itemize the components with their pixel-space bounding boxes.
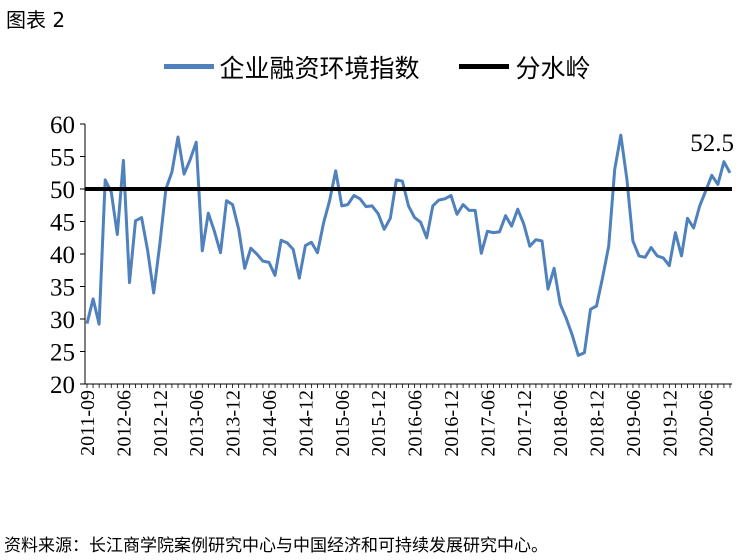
legend-item-index: 企业融资环境指数 bbox=[163, 49, 420, 85]
y-tick-label: 20 bbox=[50, 372, 75, 399]
x-tick-label: 2013-06 bbox=[186, 390, 208, 457]
figure-label: 图表 2 bbox=[6, 8, 66, 32]
x-tick-label: 2014-12 bbox=[295, 390, 317, 457]
x-tick-label: 2015-06 bbox=[332, 390, 354, 457]
x-tick-label: 2020-06 bbox=[696, 390, 718, 457]
y-tick-label: 55 bbox=[50, 145, 75, 172]
legend-label-index: 企业融资环境指数 bbox=[219, 53, 420, 83]
x-tick-label: 2015-12 bbox=[368, 390, 390, 457]
chart-legend: 企业融资环境指数 分水岭 bbox=[0, 46, 754, 85]
y-tick-label: 30 bbox=[50, 307, 75, 334]
x-tick-label: 2019-12 bbox=[659, 390, 681, 457]
y-tick-label: 45 bbox=[50, 210, 75, 237]
x-tick-label: 2012-12 bbox=[150, 390, 172, 457]
legend-label-watershed: 分水岭 bbox=[515, 53, 591, 83]
x-tick-label: 2016-12 bbox=[441, 390, 463, 457]
source-note: 资料来源：长江商学院案例研究中心与中国经济和可持续发展研究中心。 bbox=[4, 536, 548, 556]
x-tick-label: 2019-06 bbox=[623, 390, 645, 457]
x-tick-label: 2017-06 bbox=[477, 390, 499, 457]
y-tick-label: 40 bbox=[50, 242, 75, 269]
x-tick-label: 2016-06 bbox=[405, 390, 427, 457]
y-tick-label: 35 bbox=[50, 275, 75, 302]
y-tick-label: 25 bbox=[50, 340, 75, 367]
series-line-index bbox=[85, 133, 732, 357]
x-tick-label: 2018-12 bbox=[587, 390, 609, 457]
x-tick-label: 2013-12 bbox=[223, 390, 245, 457]
y-tick-label: 50 bbox=[50, 177, 75, 204]
y-tick-label: 60 bbox=[50, 112, 75, 139]
x-tick-label: 2017-12 bbox=[514, 390, 536, 457]
legend-swatch-watershed bbox=[459, 64, 510, 69]
x-tick-label: 2014-06 bbox=[259, 390, 281, 457]
x-tick-label: 2011-09 bbox=[77, 390, 99, 456]
legend-swatch-index bbox=[163, 64, 214, 69]
x-tick-label: 2012-06 bbox=[113, 390, 135, 457]
data-label-last: 52.5 bbox=[690, 130, 734, 157]
legend-item-watershed: 分水岭 bbox=[459, 49, 590, 85]
x-tick-label: 2018-06 bbox=[550, 390, 572, 457]
